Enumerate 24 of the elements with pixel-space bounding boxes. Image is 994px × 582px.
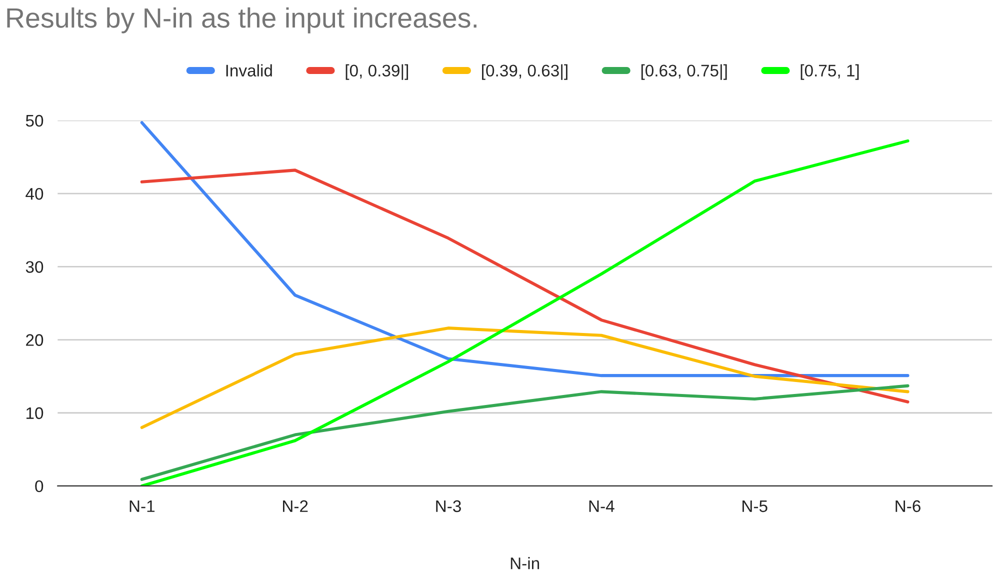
- x-axis-title: N-in: [510, 557, 540, 570]
- line-series: [140, 168, 910, 404]
- x-tick-label: N-2: [283, 500, 308, 512]
- legend-label: [0, 0.39|]: [346, 64, 408, 80]
- line-series: [140, 326, 910, 430]
- y-tick-label: 10: [26, 407, 44, 420]
- x-tick-label: N-4: [589, 500, 614, 512]
- y-tick-label: 20: [26, 334, 44, 346]
- legend-label: [0.39, 0.63|]: [482, 64, 568, 80]
- line-series: [140, 384, 910, 481]
- y-tick-label: 30: [26, 261, 44, 273]
- line-series: [140, 121, 910, 378]
- y-tick-label: 40: [26, 188, 44, 200]
- y-tick-label: 50: [26, 114, 44, 127]
- legend-label: [0.75, 1]: [800, 64, 859, 80]
- legend-label: Invalid: [226, 64, 272, 77]
- chart-title: Results by N-in as the input increases.: [7, 7, 476, 34]
- y-tick-label: 0: [35, 480, 44, 492]
- line-series: [140, 139, 910, 486]
- legend-label: [0.63, 0.75|]: [641, 64, 727, 80]
- x-tick-label: N-1: [130, 500, 155, 512]
- x-tick-label: N-6: [896, 500, 920, 512]
- x-tick-label: N-3: [436, 500, 461, 512]
- x-tick-label: N-5: [742, 500, 768, 512]
